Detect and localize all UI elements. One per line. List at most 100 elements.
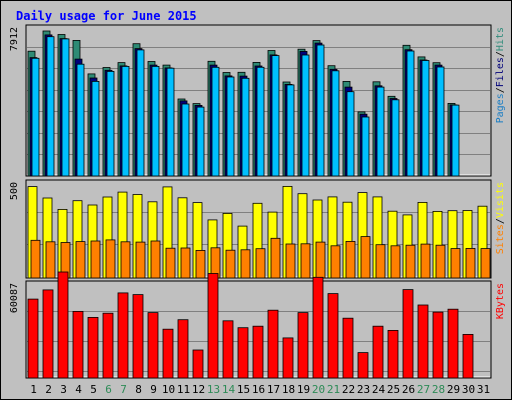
bar-kbytes-day-22 bbox=[342, 317, 354, 379]
bar-kbytes-day-17 bbox=[267, 309, 279, 379]
bar-pages-day-4 bbox=[76, 63, 85, 177]
x-tick-label: 3 bbox=[60, 383, 67, 396]
bar-kbytes-day-7 bbox=[117, 292, 129, 379]
x-tick-label: 10 bbox=[162, 383, 175, 396]
bar-sites-day-8 bbox=[135, 241, 146, 279]
bar-pages-day-15 bbox=[241, 77, 250, 177]
bar-sites-day-6 bbox=[105, 239, 116, 279]
bar-pages-day-1 bbox=[31, 57, 40, 177]
bar-pages-day-14 bbox=[226, 76, 235, 177]
bar-pages-day-25 bbox=[391, 99, 400, 177]
x-tick-label: 21 bbox=[327, 383, 340, 396]
x-tick-label: 16 bbox=[252, 383, 265, 396]
bar-kbytes-day-19 bbox=[297, 312, 309, 379]
x-tick-label: 2 bbox=[45, 383, 52, 396]
x-tick-label: 7 bbox=[120, 383, 127, 396]
bar-kbytes-day-8 bbox=[132, 294, 144, 379]
bar-pages-day-16 bbox=[256, 66, 265, 177]
legend-item: Sites bbox=[495, 224, 506, 254]
x-tick-label: 22 bbox=[342, 383, 355, 396]
bar-kbytes-day-2 bbox=[42, 289, 54, 379]
legend-item: / bbox=[495, 87, 506, 93]
bar-sites-day-27 bbox=[420, 243, 431, 279]
bar-kbytes-day-23 bbox=[357, 352, 369, 379]
x-tick-label: 23 bbox=[357, 383, 370, 396]
bar-sites-day-22 bbox=[345, 240, 356, 279]
x-tick-label: 17 bbox=[267, 383, 280, 396]
bar-pages-day-12 bbox=[196, 106, 205, 177]
bar-kbytes-day-14 bbox=[222, 320, 234, 379]
bar-sites-day-18 bbox=[285, 243, 296, 279]
bar-kbytes-day-15 bbox=[237, 327, 249, 379]
bar-sites-day-11 bbox=[180, 247, 191, 279]
bar-pages-day-22 bbox=[346, 91, 355, 177]
bar-sites-day-31 bbox=[480, 248, 491, 279]
bar-sites-day-20 bbox=[315, 241, 326, 279]
bar-kbytes-day-18 bbox=[282, 337, 294, 379]
panel-kbytes: 60087 KBytes bbox=[9, 271, 506, 379]
legend-item: / bbox=[495, 218, 506, 224]
bar-sites-day-21 bbox=[330, 245, 341, 279]
bar-kbytes-day-10 bbox=[162, 328, 174, 379]
x-tick-label: 20 bbox=[312, 383, 325, 396]
bar-kbytes-day-9 bbox=[147, 312, 159, 379]
panel-legend: Pages/Files/Hits bbox=[495, 27, 506, 123]
bar-kbytes-day-21 bbox=[327, 293, 339, 379]
bar-pages-day-5 bbox=[91, 81, 100, 177]
bar-pages-day-9 bbox=[151, 66, 160, 177]
x-tick-label: 30 bbox=[462, 383, 475, 396]
bar-pages-day-13 bbox=[211, 66, 220, 177]
bar-pages-day-23 bbox=[361, 116, 370, 177]
bar-sites-day-24 bbox=[375, 244, 386, 279]
bar-sites-day-12 bbox=[195, 249, 206, 279]
x-tick-label: 6 bbox=[105, 383, 112, 396]
bar-kbytes-day-16 bbox=[252, 325, 264, 379]
x-tick-label: 19 bbox=[297, 383, 310, 396]
x-tick-label: 24 bbox=[372, 383, 386, 396]
bar-kbytes-day-20 bbox=[312, 276, 324, 379]
panel-max-label: 7912 bbox=[9, 27, 20, 51]
bar-sites-day-29 bbox=[450, 248, 461, 279]
x-tick-label: 14 bbox=[222, 383, 236, 396]
bar-pages-day-2 bbox=[46, 36, 55, 177]
bar-pages-day-20 bbox=[316, 44, 325, 177]
x-tick-label: 25 bbox=[387, 383, 400, 396]
bar-pages-day-10 bbox=[166, 67, 175, 177]
bars-kbytes bbox=[27, 271, 474, 379]
bar-pages-day-17 bbox=[271, 55, 280, 177]
bar-pages-day-18 bbox=[286, 84, 295, 177]
bar-sites-day-23 bbox=[360, 236, 371, 279]
legend-item: / bbox=[495, 51, 506, 57]
x-tick-label: 27 bbox=[417, 383, 430, 396]
bar-sites-day-7 bbox=[120, 241, 131, 279]
x-tick-label: 29 bbox=[447, 383, 460, 396]
x-tick-label: 28 bbox=[432, 383, 445, 396]
bar-kbytes-day-25 bbox=[387, 329, 399, 379]
bar-sites-day-19 bbox=[300, 243, 311, 279]
bar-sites-day-4 bbox=[75, 241, 86, 279]
panel-legend: KBytes bbox=[495, 283, 506, 319]
bar-pages-day-19 bbox=[301, 54, 310, 177]
chart-title: Daily usage for June 2015 bbox=[16, 9, 197, 23]
panel-visits: 500 Sites/Visits bbox=[9, 179, 506, 279]
bar-sites-day-9 bbox=[150, 240, 161, 279]
bar-sites-day-30 bbox=[465, 247, 476, 279]
legend-item: Visits bbox=[495, 182, 506, 218]
x-tick-label: 9 bbox=[150, 383, 157, 396]
bar-sites-day-2 bbox=[45, 241, 56, 279]
legend-item: KBytes bbox=[495, 283, 506, 319]
panel-hits: 7912 Pages/Files/Hits bbox=[9, 24, 506, 177]
bar-sites-day-5 bbox=[90, 240, 101, 279]
legend-item: Pages bbox=[495, 93, 506, 123]
bar-sites-day-14 bbox=[225, 249, 236, 279]
bar-pages-day-11 bbox=[181, 103, 190, 177]
bar-sites-day-1 bbox=[30, 239, 41, 279]
x-axis: 1 2 3 4 5 6 7 8 9 10 11 12 13 14 15 16 17 18 19 20 21 22 23 24 2… bbox=[30, 383, 490, 396]
panel-max-label: 60087 bbox=[9, 283, 20, 313]
x-tick-label: 12 bbox=[192, 383, 205, 396]
bar-kbytes-day-30 bbox=[462, 333, 474, 379]
bar-pages-day-7 bbox=[121, 66, 130, 177]
bar-sites-day-26 bbox=[405, 244, 416, 279]
bar-kbytes-day-4 bbox=[72, 310, 84, 379]
